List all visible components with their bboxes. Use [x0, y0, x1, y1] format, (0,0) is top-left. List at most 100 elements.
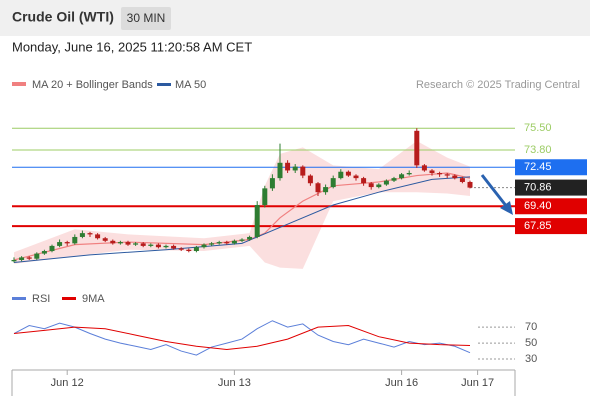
candle-body: [178, 248, 184, 250]
candle-body: [209, 243, 215, 245]
datetime: Monday, June 16, 2025 11:20:58 AM CET: [12, 39, 252, 54]
candle-body: [429, 170, 435, 174]
candle-body: [186, 249, 192, 252]
candle-body: [376, 184, 382, 188]
y-tick-label: 30: [525, 353, 537, 365]
current-price-label: 70.86: [524, 181, 552, 193]
candle-body: [330, 178, 336, 188]
candle-body: [459, 178, 465, 182]
candle-body: [72, 236, 78, 244]
candle-body: [216, 242, 222, 244]
level-label-box: [515, 198, 587, 215]
x-tick-label: Jun 17: [461, 377, 494, 389]
x-tick-label: Jun 13: [218, 377, 251, 389]
candle-body: [64, 242, 70, 244]
candle-body: [452, 175, 458, 179]
candle-body: [133, 243, 139, 245]
x-tick-label: Jun 12: [51, 377, 84, 389]
candle-body: [406, 173, 412, 175]
candle-body: [444, 174, 450, 176]
interval[interactable]: 30 MIN: [127, 11, 166, 25]
candle-body: [87, 233, 93, 235]
candle-body: [414, 130, 420, 166]
candle-body: [41, 251, 47, 254]
candle-body: [125, 242, 131, 245]
candle-body: [224, 242, 230, 244]
bollinger-band: [14, 141, 470, 269]
candle-body: [11, 259, 17, 262]
instrument: Crude Oil (WTI): [12, 9, 114, 25]
candle-body: [399, 174, 405, 179]
candle-body: [201, 244, 207, 248]
ma-line: [13, 176, 471, 264]
candle-body: [171, 245, 177, 249]
level-label: 75.50: [524, 122, 552, 134]
credit: Research © 2025 Trading Central: [416, 79, 580, 91]
candle-body: [285, 162, 291, 171]
level-label-box: [515, 218, 587, 235]
candle-body: [117, 242, 123, 244]
candle-body: [19, 257, 25, 260]
candle-body: [345, 171, 351, 176]
candle-body: [437, 173, 443, 175]
candle-body: [467, 181, 473, 188]
candle-body: [292, 166, 298, 171]
candle-body: [231, 240, 237, 244]
candle-body: [338, 171, 344, 179]
legend-label: MA 50: [175, 79, 206, 91]
level-label: 72.45: [524, 161, 552, 173]
legend-swatch: [62, 297, 76, 300]
candle-body: [262, 188, 268, 205]
legend-swatch: [12, 297, 26, 300]
candle-body: [315, 183, 321, 193]
candle-body: [300, 166, 306, 176]
legend-label: RSI: [32, 293, 50, 305]
projection-arrow: [480, 174, 513, 215]
candle-body: [254, 204, 260, 237]
legend-swatch: [157, 83, 171, 86]
candle-body: [269, 178, 275, 189]
indicator-line: [13, 320, 471, 356]
legend-label: MA 20 + Bollinger Bands: [32, 79, 153, 91]
level-label: 67.85: [524, 220, 552, 232]
level-label-box: [515, 159, 587, 176]
candle-body: [79, 233, 85, 237]
candle-body: [239, 239, 245, 241]
candle-body: [49, 245, 55, 252]
candle-body: [323, 187, 329, 193]
candle-body: [391, 178, 397, 181]
candle-body: [148, 244, 154, 246]
candle-body: [95, 234, 101, 239]
candle-body: [110, 240, 116, 244]
candle-body: [277, 162, 283, 179]
candle-body: [421, 165, 427, 171]
indicator-line: [13, 325, 471, 350]
y-tick-label: 70: [525, 321, 537, 333]
arrow-head: [500, 201, 513, 215]
candle-body: [307, 175, 313, 184]
candle-body: [140, 243, 146, 246]
level-label: 69.40: [524, 200, 552, 212]
legend-label: 9MA: [82, 293, 105, 305]
candle-body: [353, 175, 359, 179]
candle-body: [155, 244, 161, 248]
arrow-shaft: [480, 174, 509, 208]
candle-body: [26, 257, 32, 259]
candle-body: [247, 236, 253, 240]
header-bar: [0, 0, 590, 36]
interval-badge[interactable]: [121, 7, 171, 30]
y-tick-label: 50: [525, 337, 537, 349]
candle-body: [193, 247, 199, 252]
candle-body: [34, 253, 40, 259]
candle-body: [361, 178, 367, 184]
legend-swatch: [12, 82, 26, 86]
candle-body: [163, 245, 169, 248]
candle-body: [102, 238, 108, 241]
level-label: 73.80: [524, 144, 552, 156]
x-tick-label: Jun 16: [385, 377, 418, 389]
candle-body: [383, 180, 389, 185]
candle-body: [368, 183, 374, 188]
current-price-box: [515, 179, 587, 196]
